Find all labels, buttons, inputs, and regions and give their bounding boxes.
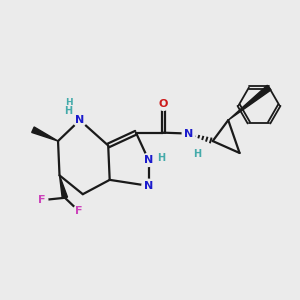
Text: N: N: [75, 115, 85, 125]
Text: F: F: [38, 195, 46, 205]
Circle shape: [73, 205, 85, 217]
Polygon shape: [59, 176, 68, 198]
Text: N: N: [144, 181, 153, 191]
Polygon shape: [32, 127, 58, 141]
Text: O: O: [159, 99, 168, 109]
Circle shape: [142, 153, 155, 167]
Circle shape: [36, 194, 48, 206]
Text: H: H: [157, 153, 165, 164]
Polygon shape: [228, 85, 271, 120]
Text: H: H: [66, 98, 73, 107]
Text: H: H: [64, 106, 73, 116]
Text: H: H: [193, 149, 201, 160]
Circle shape: [157, 97, 170, 110]
Circle shape: [182, 127, 195, 140]
Text: F: F: [75, 206, 83, 216]
Text: N: N: [144, 155, 153, 165]
Circle shape: [73, 114, 86, 127]
Circle shape: [142, 179, 155, 192]
Text: N: N: [184, 129, 194, 139]
